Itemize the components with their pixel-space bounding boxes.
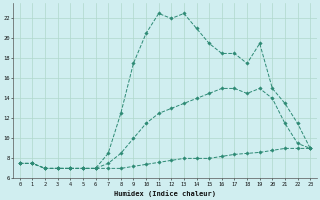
X-axis label: Humidex (Indice chaleur): Humidex (Indice chaleur) xyxy=(114,190,216,197)
